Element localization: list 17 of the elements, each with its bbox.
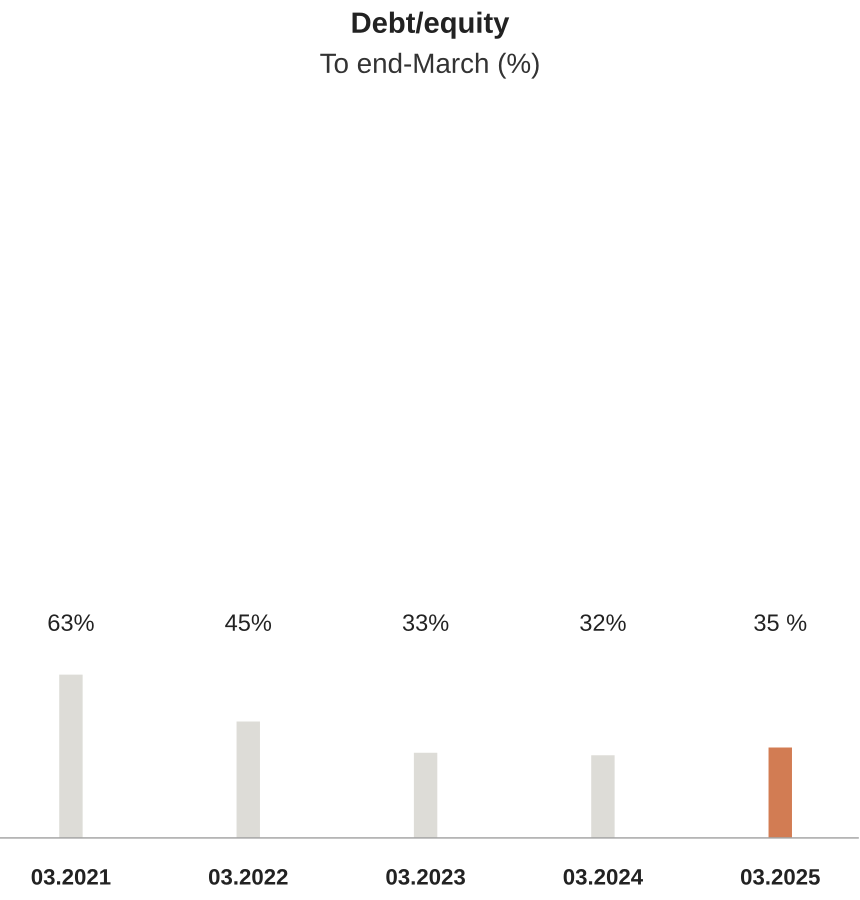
data-label: 32% (580, 614, 626, 632)
bar (767, 746, 794, 838)
data-label: 63% (48, 614, 94, 632)
data-label: 45% (225, 614, 272, 632)
x-tick-label: 03.2022 (208, 869, 288, 885)
x-tick-label: 03.2025 (740, 869, 820, 885)
chart-title: Debt/equity (352, 12, 510, 39)
chart-subtitle: To end-March (%) (320, 52, 539, 79)
bar (412, 751, 439, 838)
data-label: 35 % (754, 614, 806, 632)
x-tick-label: 03.2023 (386, 869, 465, 885)
data-label: 33% (402, 614, 448, 632)
bar (590, 754, 616, 838)
bar (58, 673, 84, 838)
bar (235, 720, 262, 838)
x-tick-label: 03.2021 (32, 869, 110, 885)
x-tick-label: 03.2024 (564, 869, 643, 885)
